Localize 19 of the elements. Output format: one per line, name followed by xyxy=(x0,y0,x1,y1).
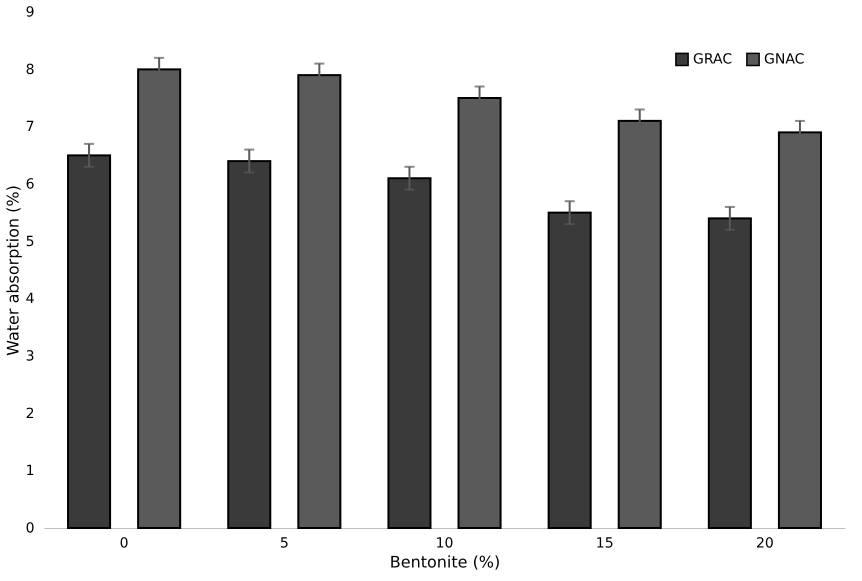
y-tick-label: 3 xyxy=(26,348,34,364)
y-tick-label: 9 xyxy=(26,4,34,20)
x-tick-label: 15 xyxy=(596,536,614,552)
y-axis-title: Water absorption (%) xyxy=(4,185,23,356)
y-tick-label: 8 xyxy=(26,62,34,78)
y-tick-label: 1 xyxy=(26,463,34,480)
legend-label: GNAC xyxy=(764,51,805,68)
x-tick-label: 0 xyxy=(120,536,129,552)
x-tick-label: 10 xyxy=(436,536,454,552)
y-tick-label: 4 xyxy=(26,291,35,308)
y-tick-label: 0 xyxy=(26,520,34,536)
y-tick-label: 7 xyxy=(26,119,34,136)
x-tick-label: 20 xyxy=(756,536,774,552)
y-tick-label: 6 xyxy=(26,176,35,192)
x-axis-title: Bentonite (%) xyxy=(390,552,500,572)
legend-label: GRAC xyxy=(693,51,732,68)
x-tick-label: 5 xyxy=(280,536,289,552)
y-tick-label: 5 xyxy=(26,234,34,250)
y-tick-label: 2 xyxy=(26,406,34,422)
